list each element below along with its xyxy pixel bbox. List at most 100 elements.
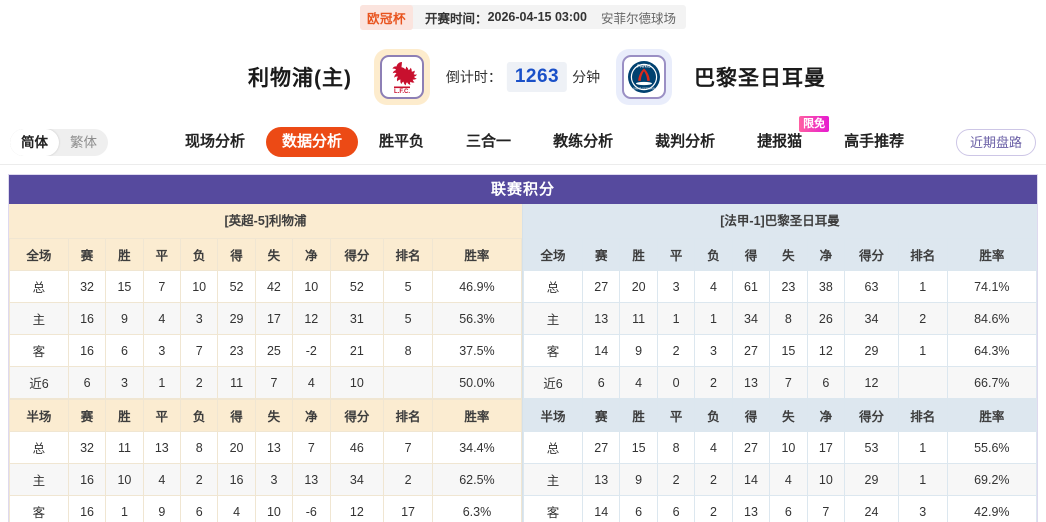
table-header-row: 全场 赛 胜 平 负 得 失 净 得分 排名 胜率 — [9, 238, 523, 271]
cell-lose: 2 — [694, 366, 733, 399]
cell-against: 4 — [769, 463, 808, 496]
cell-win: 6 — [105, 334, 144, 367]
table-header-row: 半场 赛 胜 平 负 得 失 净 得分 排名 胜率 — [9, 399, 523, 432]
cell-draw: 9 — [142, 495, 182, 522]
cell-against: 3 — [254, 463, 294, 496]
cell-draw: 1 — [142, 366, 182, 399]
cell-played: 27 — [581, 431, 621, 464]
cell-rank: 1 — [897, 270, 948, 303]
col-played: 赛 — [67, 399, 107, 432]
col-for: 得 — [217, 238, 256, 271]
cell-rank — [897, 366, 948, 399]
col-win: 胜 — [105, 399, 144, 432]
cell-played: 16 — [67, 495, 107, 522]
cell-lose: 6 — [179, 495, 219, 522]
tab-expert-picks[interactable]: 高手推荐 — [844, 133, 905, 150]
cell-diff: 7 — [292, 431, 331, 464]
cell-draw: 8 — [656, 431, 696, 464]
cell-draw: 3 — [656, 270, 696, 303]
cell-for: 20 — [217, 431, 256, 464]
row-label: 总 — [9, 431, 69, 464]
league-standings-section: 联赛积分 [英超-5]利物浦 全场 赛 胜 平 负 得 — [8, 174, 1038, 522]
cell-diff: 6 — [806, 366, 846, 399]
cell-lose: 2 — [694, 463, 733, 496]
league-tag: 欧冠杯 — [360, 4, 414, 30]
cell-against: 23 — [769, 270, 808, 303]
cell-winrate: 66.7% — [946, 366, 1038, 399]
lang-traditional-option[interactable]: 繁体 — [70, 134, 97, 150]
col-scope: 全场 — [523, 238, 583, 271]
cell-winrate: 50.0% — [431, 366, 523, 399]
col-rank: 排名 — [897, 238, 948, 271]
col-scope: 半场 — [523, 399, 583, 432]
tab-referee-analysis[interactable]: 裁判分析 — [655, 133, 716, 150]
col-against: 失 — [769, 238, 808, 271]
table-row: 客 14 6 6 2 13 6 7 24 3 42.9% — [523, 495, 1038, 522]
cell-lose: 4 — [694, 270, 733, 303]
cell-winrate: 46.9% — [431, 270, 523, 303]
cell-winrate: 69.2% — [946, 463, 1038, 496]
nav-items: 现场分析 数据分析 胜平负 三合一 教练分析 裁判分析 捷报猫 限免 高手推荐 — [164, 116, 925, 157]
tab-coach-analysis[interactable]: 教练分析 — [553, 133, 614, 150]
cell-for: 34 — [731, 302, 771, 335]
countdown-label: 倒计时： — [445, 69, 502, 85]
recent-odds-button[interactable]: 近期盘路 — [955, 129, 1036, 156]
cell-diff: 4 — [292, 366, 331, 399]
col-played: 赛 — [67, 238, 107, 271]
col-played: 赛 — [581, 399, 621, 432]
cell-winrate: 37.5% — [431, 334, 523, 367]
home-fulltime-table: 全场 赛 胜 平 负 得 失 净 得分 排名 胜率 总 — [9, 238, 523, 399]
cell-points: 34 — [329, 463, 385, 496]
cell-against: 10 — [769, 431, 808, 464]
cell-lose: 3 — [179, 302, 219, 335]
cell-against: 42 — [254, 270, 294, 303]
tab-win-draw-lose[interactable]: 胜平负 — [379, 133, 425, 150]
cell-points: 63 — [844, 270, 899, 303]
cell-points: 52 — [329, 270, 385, 303]
away-team[interactable]: PARIS SAINT-GERMAIN 巴黎圣日耳曼 — [616, 34, 1046, 120]
cell-draw: 4 — [142, 302, 182, 335]
col-scope: 全场 — [9, 238, 69, 271]
table-row: 主 13 9 2 2 14 4 10 29 1 69.2% — [523, 463, 1038, 496]
cell-against: 10 — [254, 495, 294, 522]
cell-win: 9 — [619, 463, 658, 496]
tab-three-in-one[interactable]: 三合一 — [466, 133, 512, 150]
cell-against: 13 — [254, 431, 294, 464]
countdown: 倒计时： 1263 分钟 — [446, 62, 600, 92]
lang-simplified-option[interactable]: 简体 — [10, 128, 59, 156]
cell-played: 16 — [67, 302, 107, 335]
match-info-bar: 欧冠杯 开赛时间： 2026-04-15 03:00 安菲尔德球场 — [0, 0, 1046, 34]
tab-live-analysis[interactable]: 现场分析 — [185, 133, 246, 150]
table-row: 总 27 15 8 4 27 10 17 53 1 55.6% — [523, 431, 1038, 464]
tab-jiebao-cat[interactable]: 捷报猫 限免 — [736, 116, 830, 157]
col-lose: 负 — [694, 238, 733, 271]
cell-for: 11 — [217, 366, 256, 399]
col-points: 得分 — [844, 399, 899, 432]
col-lose: 负 — [179, 399, 219, 432]
psg-crest-icon: PARIS SAINT-GERMAIN — [616, 49, 672, 105]
cell-rank: 8 — [383, 334, 433, 367]
col-points: 得分 — [329, 399, 385, 432]
svg-text:PARIS: PARIS — [637, 64, 651, 69]
cell-rank: 3 — [897, 495, 948, 522]
row-label: 客 — [523, 334, 583, 367]
cell-win: 15 — [619, 431, 658, 464]
cell-against: 7 — [769, 366, 808, 399]
home-team[interactable]: 利物浦(主) L.F.C. — [0, 49, 430, 105]
cell-winrate: 6.3% — [431, 495, 523, 522]
col-rank: 排名 — [897, 399, 948, 432]
col-draw: 平 — [656, 399, 696, 432]
table-header-row: 半场 赛 胜 平 负 得 失 净 得分 排名 胜率 — [523, 399, 1038, 432]
tab-data-analysis[interactable]: 数据分析 — [266, 127, 359, 157]
row-label: 客 — [9, 495, 69, 522]
cell-for: 4 — [217, 495, 256, 522]
cell-diff: -6 — [292, 495, 331, 522]
cell-played: 16 — [67, 463, 107, 496]
table-row: 主 13 11 1 1 34 8 26 34 2 84.6% — [523, 302, 1038, 335]
cell-diff: 7 — [806, 495, 846, 522]
cell-points: 10 — [329, 366, 385, 399]
language-toggle[interactable]: 简体 繁体 — [10, 128, 108, 156]
cell-diff: 38 — [806, 270, 846, 303]
col-points: 得分 — [329, 238, 385, 271]
cell-rank: 17 — [383, 495, 433, 522]
